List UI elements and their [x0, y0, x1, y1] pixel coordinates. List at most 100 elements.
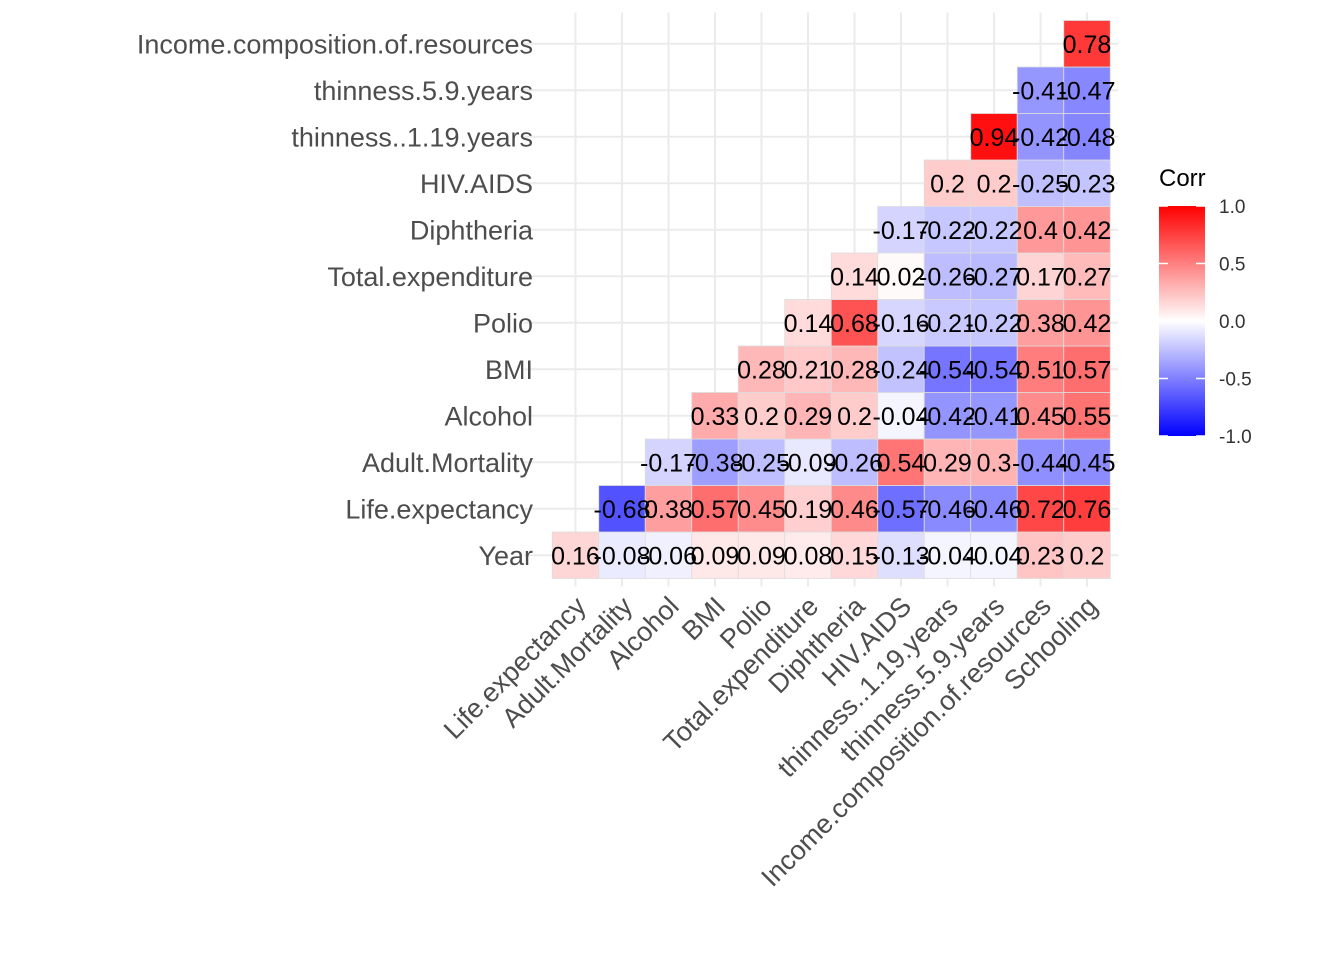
- heatmap-cell: [1016, 485, 1065, 533]
- cell-value-label: 0.42: [1063, 217, 1112, 245]
- y-axis-tick-label: Life.expectancy: [345, 494, 533, 524]
- heatmap-cell: [877, 252, 925, 300]
- y-axis-tick-label: Adult.Mortality: [362, 448, 534, 478]
- heatmap-cell: [830, 392, 879, 440]
- cell-value-label: -0.04: [919, 542, 976, 570]
- cell-value-label: -0.38: [687, 449, 744, 477]
- cell-value-label: -0.24: [873, 356, 930, 384]
- heatmap-cell: [877, 392, 925, 440]
- cell-value-label: -0.42: [1012, 124, 1069, 152]
- legend-tick-label: 1.0: [1219, 197, 1245, 218]
- heatmap-cell: [830, 252, 879, 300]
- cell-value-label: -0.22: [966, 310, 1023, 338]
- cell-value-label: 0.54: [877, 449, 926, 477]
- cell-value-label: 0.4: [1023, 217, 1058, 245]
- heatmap-cell: [970, 345, 1018, 393]
- cell-value-label: -0.41: [966, 403, 1023, 431]
- cell-value-label: -0.26: [826, 449, 883, 477]
- heatmap-cell: [923, 252, 972, 300]
- cell-value-label: 0.02: [877, 263, 926, 291]
- cell-value-label: -0.54: [966, 356, 1023, 384]
- heatmap-cell: [923, 392, 972, 440]
- heatmap-cell: [970, 438, 1018, 486]
- cell-value-label: 0.29: [923, 449, 972, 477]
- cell-value-label: -0.25: [1012, 170, 1069, 198]
- cell-value-label: 0.21: [784, 356, 833, 384]
- cell-value-labels: 0.16-0.08-0.060.090.090.080.15-0.13-0.04…: [551, 31, 1115, 571]
- cell-value-label: -0.42: [919, 403, 976, 431]
- heatmap-cell: [737, 345, 786, 393]
- heatmap-cell: [830, 485, 879, 533]
- cell-value-label: -0.09: [780, 449, 837, 477]
- y-axis-tick-label: Polio: [473, 308, 533, 338]
- legend-title: Corr: [1159, 165, 1206, 192]
- cell-value-label: 0.27: [1063, 263, 1112, 291]
- legend-tick-label: -1.0: [1219, 427, 1252, 448]
- heatmap-cell: [1063, 299, 1111, 347]
- cell-value-label: -0.04: [873, 403, 930, 431]
- heatmap-cell: [1016, 113, 1065, 161]
- cell-value-label: 0.17: [1016, 263, 1065, 291]
- cell-value-label: -0.26: [919, 263, 976, 291]
- heatmap-cell: [830, 438, 879, 486]
- cell-value-label: -0.25: [733, 449, 790, 477]
- cell-value-label: 0.46: [830, 496, 879, 524]
- heatmap-cell: [737, 438, 786, 486]
- cell-value-label: -0.41: [1012, 77, 1069, 105]
- cell-value-label: -0.47: [1059, 77, 1116, 105]
- heatmap-cell: [923, 531, 972, 579]
- heatmap-cell: [737, 485, 786, 533]
- heatmap-cell: [737, 392, 786, 440]
- heatmap-cells: [551, 20, 1111, 579]
- cell-value-label: 0.38: [1016, 310, 1065, 338]
- cell-value-label: -0.46: [919, 496, 976, 524]
- cell-value-label: 0.28: [737, 356, 786, 384]
- cell-value-label: -0.45: [1059, 449, 1116, 477]
- cell-value-label: 0.16: [551, 542, 600, 570]
- y-axis-tick-labels: Year Life.expectancy Adult.Mortality Alcoho…: [137, 29, 534, 571]
- cell-value-label: 0.3: [977, 449, 1012, 477]
- heatmap-cell: [1063, 392, 1111, 440]
- heatmap-cell: [1016, 252, 1065, 300]
- cell-value-label: -0.68: [594, 496, 651, 524]
- heatmap-cell: [1016, 392, 1065, 440]
- heatmap-cell: [1063, 113, 1111, 161]
- cell-value-label: 0.29: [784, 403, 833, 431]
- heatmap-cell: [970, 485, 1018, 533]
- cell-value-label: -0.06: [640, 542, 697, 570]
- heatmap-cell: [1016, 345, 1065, 393]
- heatmap-cell: [970, 113, 1018, 161]
- cell-value-label: -0.57: [873, 496, 930, 524]
- heatmap-cell: [691, 392, 739, 440]
- cell-value-label: 0.55: [1063, 403, 1112, 431]
- cell-value-label: 0.45: [1016, 403, 1065, 431]
- cell-value-label: 0.42: [1063, 310, 1112, 338]
- heatmap-cell: [1063, 531, 1111, 579]
- cell-value-label: -0.46: [966, 496, 1023, 524]
- y-axis-tick-label: Year: [478, 541, 533, 571]
- heatmap-cell: [923, 299, 972, 347]
- cell-value-label: 0.72: [1016, 496, 1065, 524]
- heatmap-cell: [598, 531, 646, 579]
- legend-tick-label: 0.5: [1219, 255, 1245, 276]
- cell-value-label: 0.2: [744, 403, 779, 431]
- cell-value-label: 0.76: [1063, 496, 1112, 524]
- heatmap-cell: [784, 392, 832, 440]
- cell-value-label: -0.21: [919, 310, 976, 338]
- y-axis-tick-label: thinness..1.19.years: [291, 122, 533, 152]
- cell-value-label: 0.57: [1063, 356, 1112, 384]
- heatmap-cell: [923, 438, 972, 486]
- cell-value-label: -0.16: [873, 310, 930, 338]
- heatmap-cell: [970, 299, 1018, 347]
- heatmap-cell: [1063, 20, 1111, 68]
- heatmap-cell: [784, 531, 832, 579]
- cell-value-label: 0.2: [977, 170, 1012, 198]
- cell-value-label: -0.13: [873, 542, 930, 570]
- heatmap-cell: [830, 299, 879, 347]
- heatmap-cell: [877, 206, 925, 254]
- cell-value-label: -0.23: [1059, 170, 1116, 198]
- cell-value-label: -0.54: [919, 356, 976, 384]
- cell-value-label: 0.14: [784, 310, 833, 338]
- heatmap-cell: [877, 345, 925, 393]
- heatmap-cell: [1016, 206, 1065, 254]
